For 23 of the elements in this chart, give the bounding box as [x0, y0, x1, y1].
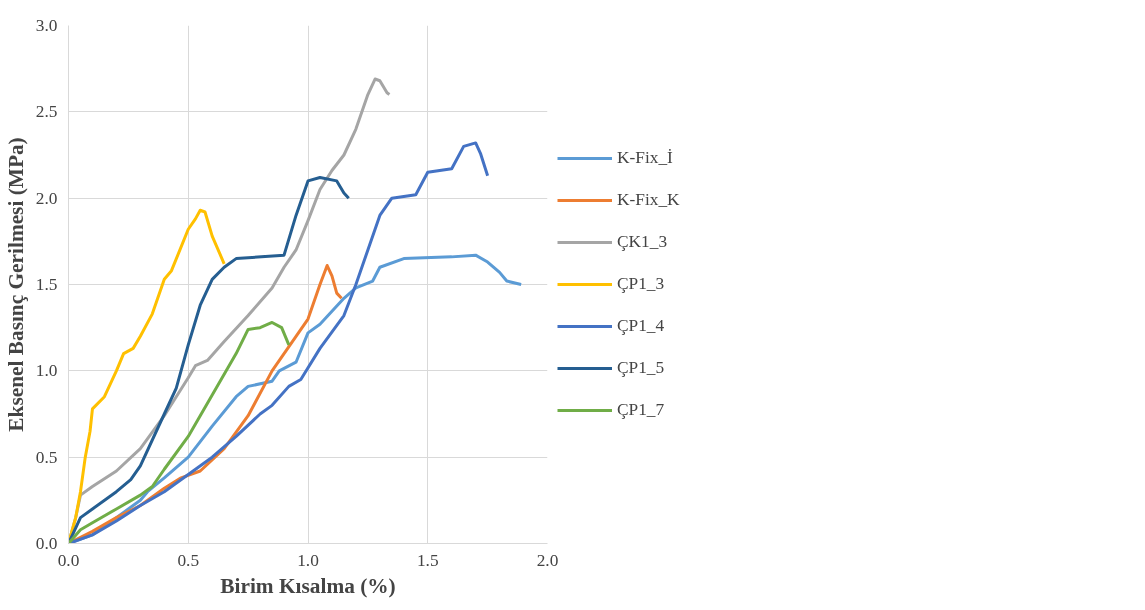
legend-label: K-Fix_İ: [617, 148, 673, 168]
legend-label: ÇP1_3: [617, 274, 665, 294]
x-tick-label: 0.5: [177, 550, 200, 570]
y-tick-label: 1.0: [35, 361, 58, 381]
legend-label: ÇK1_3: [617, 232, 668, 252]
x-tick-label: 1.0: [297, 550, 319, 570]
y-tick-label: 2.5: [35, 102, 58, 122]
y-axis-title: Eksenel Basınç Gerilmesi (MPa): [3, 137, 28, 432]
y-tick-label: 1.5: [35, 275, 58, 294]
y-tick-label: 0.0: [35, 534, 58, 553]
legend-label: ÇP1_4: [617, 316, 665, 336]
legend-label: ÇP1_5: [617, 358, 665, 378]
legend-label: ÇP1_7: [617, 400, 665, 420]
y-tick-label: 2.0: [35, 188, 58, 208]
x-tick-label: 2.0: [536, 550, 559, 570]
legend-label: K-Fix_K: [617, 190, 680, 210]
line-series: [68, 320, 291, 544]
x-tick-label: 0.0: [57, 550, 80, 570]
x-tick-label: 1.5: [416, 550, 439, 570]
y-tick-label: 0.5: [35, 447, 58, 467]
y-tick-label: 3.0: [35, 16, 58, 35]
line-series: [68, 141, 490, 544]
x-axis-title: Birim Kısalma (%): [220, 573, 396, 598]
